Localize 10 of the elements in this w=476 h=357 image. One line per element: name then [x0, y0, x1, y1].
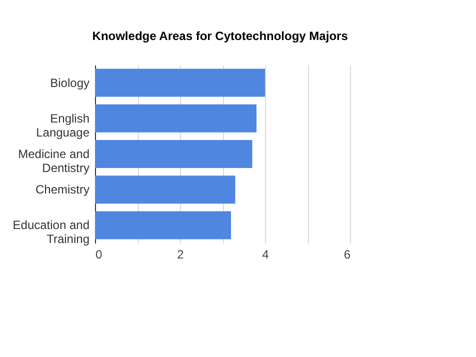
- x-tick-label: 2: [177, 248, 184, 262]
- y-tick-label: Medicine and Dentistry: [18, 147, 90, 175]
- y-tick-label: Education and Training: [12, 218, 90, 246]
- y-tick-label: Biology: [50, 76, 90, 90]
- chart-title: Knowledge Areas for Cytotechnology Majors: [92, 29, 348, 43]
- y-tick-label: English Language: [36, 111, 90, 140]
- y-tick-label: Chemistry: [35, 182, 90, 197]
- x-tick-label: 0: [96, 248, 102, 262]
- x-tick-label: 4: [262, 248, 270, 262]
- x-tick-label: 6: [344, 248, 351, 262]
